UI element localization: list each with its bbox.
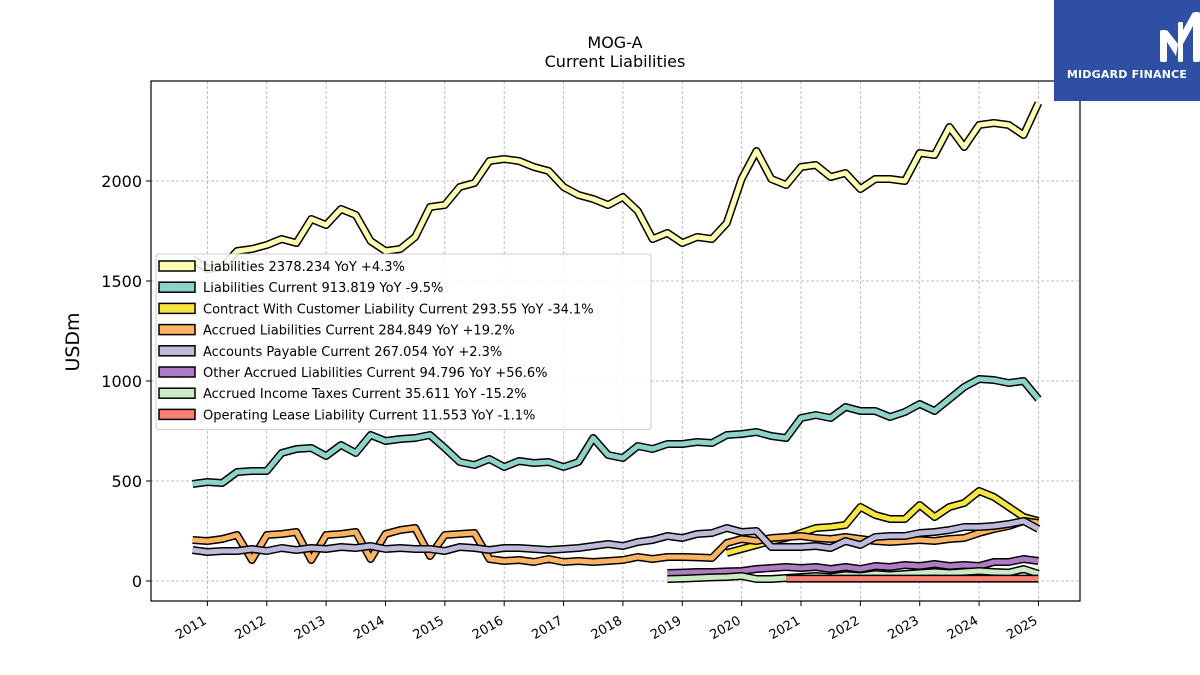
legend-entry-7: Operating Lease Liability Current 11.553… xyxy=(203,408,535,423)
legend-entry-2: Contract With Customer Liability Current… xyxy=(203,302,594,317)
series-line-4 xyxy=(192,518,1040,555)
x-tick-label: 2017 xyxy=(529,613,565,643)
plot-frame xyxy=(150,80,1081,602)
series-line-1 xyxy=(192,376,1041,487)
series-line-0 xyxy=(191,101,1041,272)
legend-entry-5: Other Accrued Liabilities Current 94.796… xyxy=(203,366,548,381)
logo-mark-icon xyxy=(1160,12,1200,62)
legend-entry-1: Liabilities Current 913.819 YoY -9.5% xyxy=(203,281,443,296)
brand-logo: MIDGARD FINANCE xyxy=(1054,0,1200,101)
x-tick-label: 2022 xyxy=(826,613,862,643)
chart-subtitle: Current Liabilities xyxy=(545,52,686,71)
x-tick-label: 2011 xyxy=(173,613,209,643)
legend-swatch-5 xyxy=(158,366,196,378)
legend-swatch-6 xyxy=(158,387,196,399)
legend-entry-0: Liabilities 2378.234 YoY +4.3% xyxy=(203,260,405,275)
legend-entry-6: Accrued Income Taxes Current 35.611 YoY … xyxy=(203,387,527,402)
legend-entry-4: Accounts Payable Current 267.054 YoY +2.… xyxy=(203,345,502,360)
x-tick-label: 2019 xyxy=(648,613,684,643)
y-tick-label: 1000 xyxy=(101,372,142,391)
legend-swatch-2 xyxy=(158,302,196,315)
x-tick-label: 2021 xyxy=(767,613,803,643)
x-tick-label: 2016 xyxy=(470,613,506,643)
x-tick-label: 2012 xyxy=(233,613,269,643)
y-tick-label: 500 xyxy=(111,472,142,491)
x-tick-label: 2023 xyxy=(886,613,922,643)
legend-swatch-7 xyxy=(158,408,196,421)
series-line-5 xyxy=(667,556,1039,576)
x-tick-label: 2018 xyxy=(589,613,625,643)
x-tick-label: 2014 xyxy=(351,613,387,643)
x-tick-label: 2015 xyxy=(411,613,447,643)
y-axis-label: USDm xyxy=(62,312,84,371)
x-tick-label: 2025 xyxy=(1004,613,1040,643)
x-tick-label: 2020 xyxy=(707,613,743,643)
series-outline-0 xyxy=(190,101,1043,273)
legend-entry-3: Accrued Liabilities Current 284.849 YoY … xyxy=(203,324,515,339)
legend-swatch-4 xyxy=(158,345,196,357)
x-tick-label: 2024 xyxy=(945,613,981,643)
legend-box xyxy=(155,253,652,431)
y-tick-label: 1500 xyxy=(101,272,142,291)
chart-title: MOG-A xyxy=(587,33,642,52)
legend-swatch-0 xyxy=(158,260,196,272)
legend-swatch-1 xyxy=(158,281,196,293)
legend-swatch-3 xyxy=(158,323,196,336)
plot-area: 0 500 1000 1500 2000 2011 2012 2013 2014 2015 2016… xyxy=(101,80,1081,643)
brand-name: MIDGARD FINANCE xyxy=(1066,68,1188,81)
x-tick-label: 2013 xyxy=(292,613,328,643)
series-line-3 xyxy=(192,518,1039,565)
y-tick-label: 0 xyxy=(132,572,142,591)
y-tick-label: 2000 xyxy=(101,172,142,191)
